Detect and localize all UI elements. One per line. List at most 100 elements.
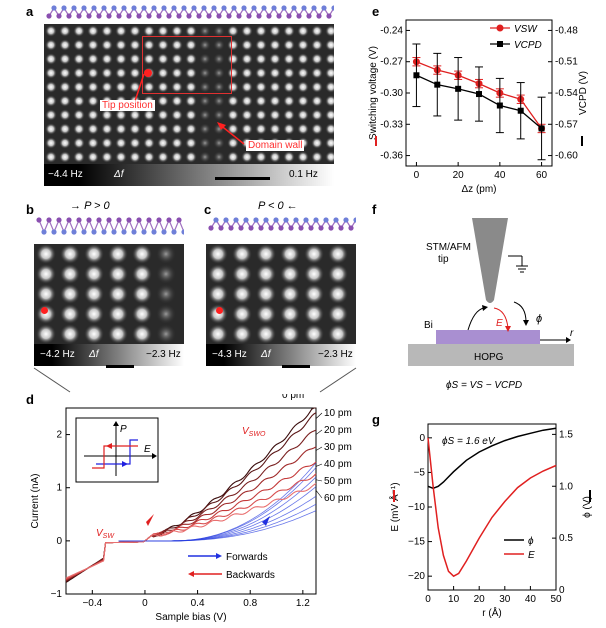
panel-d-xtick: 0.4 xyxy=(191,598,205,609)
atom xyxy=(46,13,52,19)
phi-label: ϕ xyxy=(536,313,542,325)
panel-d-chart: −0.4 0 0.4 0.8 1.2 −1 0 1 2 Sample bias (V) Curren… xyxy=(30,394,352,623)
atom xyxy=(156,13,162,19)
phi-equation: ϕS = VS − VCPD xyxy=(446,380,522,391)
panel-g-ylabel-right: ϕ (V) xyxy=(582,496,593,518)
atom xyxy=(161,5,167,11)
atom xyxy=(323,217,329,223)
atom xyxy=(71,229,77,235)
panel-d-series-label: 10 pm xyxy=(324,408,352,419)
atom xyxy=(243,217,249,223)
panel-b-label: b xyxy=(26,202,34,217)
panel-e-point xyxy=(517,107,524,114)
panel-g-xtick: 50 xyxy=(550,594,562,605)
hopg-label: HOPG xyxy=(474,352,504,363)
panel-c-colorbar: −4.3 Hz Δf −2.3 Hz xyxy=(206,344,356,366)
atom xyxy=(111,5,117,11)
atom xyxy=(278,225,284,231)
panel-e-legend-label: VCPD xyxy=(514,40,542,51)
tip-position-label: Tip position xyxy=(100,100,155,111)
panel-g-series-line xyxy=(427,427,557,490)
atom xyxy=(131,229,137,235)
atom xyxy=(126,217,132,223)
atom xyxy=(181,5,187,11)
panel-a-tip-dot xyxy=(144,69,152,77)
atom xyxy=(106,217,112,223)
atom xyxy=(146,217,152,223)
panel-g-xtick: 30 xyxy=(499,594,511,605)
atom xyxy=(288,225,294,231)
panel-f-label: f xyxy=(372,202,377,217)
panel-b-colorbar-symbol: Δf xyxy=(89,349,99,360)
panel-e-xtick: 20 xyxy=(453,170,465,181)
panel-e-chart: 0 20 40 60 -0.24 -0.27 -0.30 -0.33 -0.36 -0.48 -0.… xyxy=(368,19,589,195)
panel-g-series-line xyxy=(427,437,557,578)
atom xyxy=(348,225,354,231)
atom xyxy=(303,217,309,223)
panel-a-scan-box xyxy=(142,36,232,94)
tip-label: STM/AFM xyxy=(426,242,471,253)
panel-g-legend-label: ϕ xyxy=(528,536,534,547)
panel-c-atom-chain xyxy=(208,217,356,231)
atom xyxy=(141,5,147,11)
panel-a-colorbar-min: −4.4 Hz xyxy=(48,169,83,180)
panel-a-label: a xyxy=(26,4,34,19)
panel-d-ylabel: Current (nA) xyxy=(30,473,41,528)
vswo-label: VSWO xyxy=(242,426,266,438)
atom xyxy=(166,13,172,19)
panel-d-legend: Forwards Backwards xyxy=(188,552,275,581)
panel-e-xtick: 40 xyxy=(494,170,506,181)
panel-d-series-label: 60 pm xyxy=(324,493,352,504)
atom xyxy=(156,217,162,223)
atom xyxy=(161,229,167,235)
panel-a-atom-chain xyxy=(46,5,334,19)
atom xyxy=(51,229,57,235)
panel-c-colorbar-min: −4.3 Hz xyxy=(212,349,247,360)
atom xyxy=(191,5,197,11)
panel-e-ytick-left: -0.33 xyxy=(380,119,403,130)
panel-d-xtick: 0 xyxy=(142,598,148,609)
atom xyxy=(281,5,287,11)
panel-d-xtick: 1.2 xyxy=(296,598,310,609)
atom xyxy=(141,229,147,235)
hopg-substrate xyxy=(408,344,574,366)
atom xyxy=(308,225,314,231)
atom xyxy=(116,13,122,19)
panel-b-stm-image xyxy=(34,244,184,344)
atom xyxy=(61,229,67,235)
panel-b-colorbar-min: −4.2 Hz xyxy=(40,349,75,360)
atom xyxy=(186,13,192,19)
atom xyxy=(61,5,67,11)
panel-d-series-label: 20 pm xyxy=(324,425,352,436)
atom xyxy=(76,217,82,223)
atom xyxy=(263,217,269,223)
atom xyxy=(273,217,279,223)
panel-g-ytick-left: 0 xyxy=(419,433,425,444)
panel-e-point xyxy=(455,85,462,92)
atom xyxy=(56,217,62,223)
panel-g-xlabel: r (Å) xyxy=(482,606,501,619)
panel-b-scalebar xyxy=(106,365,134,368)
atom xyxy=(196,13,202,19)
panel-d-xtick: 0.8 xyxy=(243,598,257,609)
panel-e-ytick-right: -0.60 xyxy=(555,151,578,162)
atom xyxy=(291,5,297,11)
atom xyxy=(353,217,356,223)
atom xyxy=(96,217,102,223)
panel-e-xtick: 60 xyxy=(536,170,548,181)
r-axis-label: r xyxy=(570,328,574,339)
atom xyxy=(101,5,107,11)
atom xyxy=(176,13,182,19)
atom xyxy=(206,13,212,19)
atom xyxy=(251,5,257,11)
atom xyxy=(218,225,224,231)
panel-c-colorbar-max: −2.3 Hz xyxy=(318,349,353,360)
atom xyxy=(306,13,312,19)
panel-b-tip-dot xyxy=(41,307,48,314)
atom xyxy=(131,5,137,11)
vsw-label: VSW xyxy=(96,528,115,540)
atom xyxy=(146,13,152,19)
panel-d-series-label: 40 pm xyxy=(324,459,352,470)
panel-d-xtick: −0.4 xyxy=(82,598,102,609)
atom xyxy=(236,13,242,19)
